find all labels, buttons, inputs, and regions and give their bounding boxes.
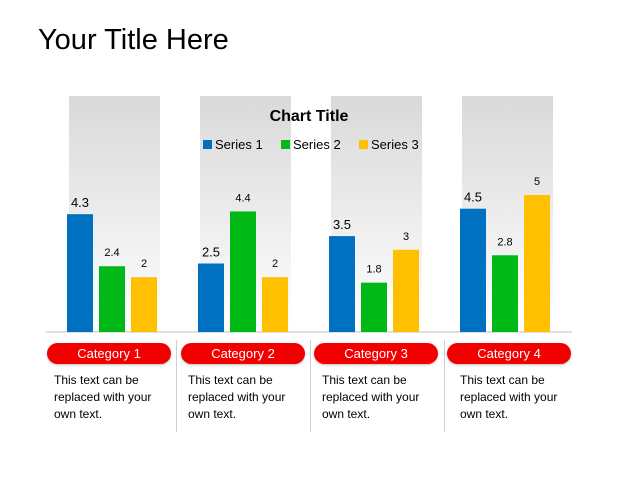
bar-series1-cat1 (67, 214, 93, 332)
category-label-3: Category 3 (314, 343, 438, 364)
bar-series1-cat3 (329, 236, 355, 332)
category-description-3: This text can be replaced with your own … (322, 373, 420, 421)
data-label-series1-cat1: 4.3 (71, 195, 89, 210)
data-label-series3-cat3: 3 (403, 231, 409, 243)
column-separator (310, 340, 311, 432)
data-label-series1-cat3: 3.5 (333, 217, 351, 232)
category-description-4: This text can be replaced with your own … (460, 373, 558, 421)
category-description-2: This text can be replaced with your own … (188, 373, 286, 421)
legend-swatch-series1 (203, 140, 212, 149)
column-separator (444, 340, 445, 432)
bar-series3-cat3 (393, 249, 419, 332)
column-separator (176, 340, 177, 432)
bar-series3-cat4 (524, 195, 550, 332)
legend-label-series3: Series 3 (371, 137, 419, 152)
bar-series2-cat1 (99, 266, 125, 332)
category-description-1: This text can be replaced with your own … (54, 373, 152, 421)
bar-series3-cat2 (262, 277, 288, 332)
category-label-2: Category 2 (181, 343, 305, 364)
data-label-series2-cat2: 4.4 (235, 192, 250, 204)
bar-series2-cat4 (492, 255, 518, 332)
bar-series2-cat3 (361, 282, 387, 332)
bar-series1-cat4 (460, 208, 486, 332)
category-label-1: Category 1 (47, 343, 171, 364)
data-label-series3-cat1: 2 (141, 258, 147, 270)
legend-swatch-series3 (359, 140, 368, 149)
legend-swatch-series2 (281, 140, 290, 149)
data-label-series2-cat4: 2.8 (497, 236, 512, 248)
data-label-series1-cat2: 2.5 (202, 245, 220, 260)
legend-label-series2: Series 2 (293, 137, 341, 152)
data-label-series2-cat3: 1.8 (366, 264, 381, 276)
category-label-4: Category 4 (447, 343, 571, 364)
bar-series1-cat2 (198, 263, 224, 332)
legend-label-series1: Series 1 (215, 137, 263, 152)
bar-series3-cat1 (131, 277, 157, 332)
bar-series2-cat2 (230, 211, 256, 332)
data-label-series2-cat1: 2.4 (104, 247, 119, 259)
chart-title: Chart Title (270, 108, 349, 125)
data-label-series3-cat4: 5 (534, 176, 540, 188)
data-label-series3-cat2: 2 (272, 258, 278, 270)
data-label-series1-cat4: 4.5 (464, 190, 482, 205)
slide-title: Your Title Here (38, 24, 229, 56)
